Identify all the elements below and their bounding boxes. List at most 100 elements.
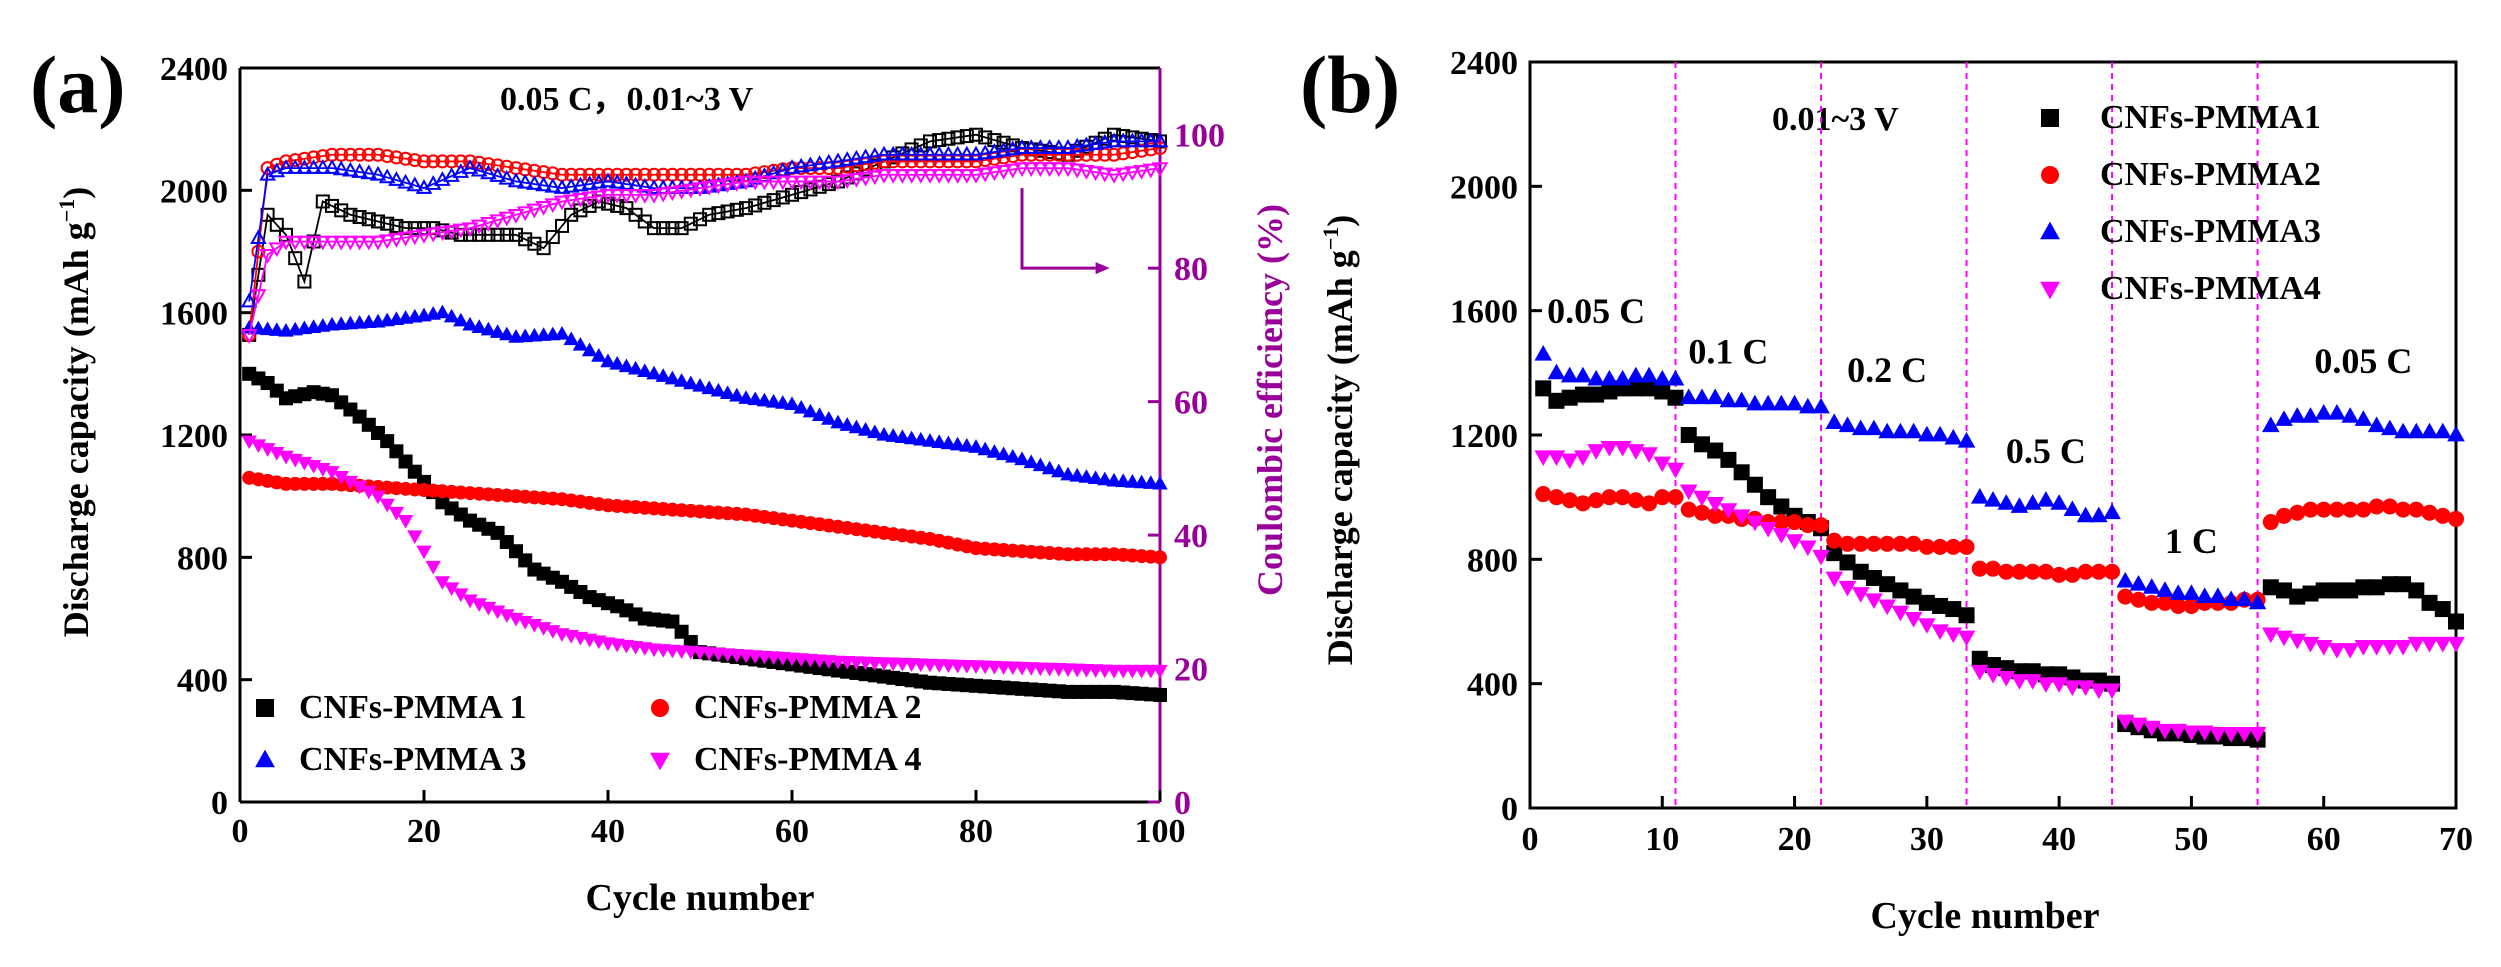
panel-a-efficiency-point xyxy=(240,292,258,308)
panel-a-efficiency-point xyxy=(921,145,939,161)
panel-a-capacity-point xyxy=(572,337,589,351)
panel-b-point xyxy=(1706,388,1724,405)
panel-b-point xyxy=(1574,366,1592,383)
panel-b-point xyxy=(2183,597,2200,614)
panel-b-point xyxy=(2368,498,2385,515)
panel-a-capacity-point xyxy=(434,304,451,319)
panel-b-point xyxy=(1587,369,1605,386)
panel-a-efficiency-point xyxy=(361,212,376,227)
panel-a-capacity-point xyxy=(811,407,828,422)
panel-a-efficiency-point xyxy=(297,274,312,289)
panel-b-point xyxy=(1535,486,1552,503)
panel-b-point xyxy=(1997,494,2016,510)
panel-b-point xyxy=(1773,514,1790,531)
panel-a-efficiency-point xyxy=(665,221,680,236)
panel-a-efficiency-point xyxy=(720,167,735,182)
panel-b-point xyxy=(2262,416,2280,433)
panel-a-label: (a) xyxy=(30,39,126,130)
panel-a-efficiency-point xyxy=(1114,132,1132,148)
panel-a-efficiency-point xyxy=(536,241,551,256)
panel-a-y-tick-label: 800 xyxy=(177,540,228,577)
panel-a-capacity-point xyxy=(646,365,662,380)
panel-a-capacity-point xyxy=(609,355,625,370)
panel-b-point xyxy=(2023,494,2042,510)
panel-a-capacity-point xyxy=(931,434,947,448)
panel-a-efficiency-point xyxy=(499,227,514,242)
panel-b-point xyxy=(1785,534,1804,550)
panel-a-legend-marker xyxy=(650,752,670,771)
panel-a-capacity-point xyxy=(1069,467,1085,482)
panel-a-capacity-point xyxy=(342,475,359,490)
panel-b-point xyxy=(1707,507,1724,524)
panel-b-point xyxy=(2315,582,2332,599)
panel-a-capacity-point xyxy=(1060,466,1076,481)
panel-b-point xyxy=(2090,563,2107,580)
panel-b-point xyxy=(2050,494,2068,510)
panel-a-x-tick-label: 80 xyxy=(959,813,993,850)
panel-a-efficiency-point xyxy=(1068,137,1086,153)
panel-b-y-tick-label: 2400 xyxy=(1450,45,1518,82)
panel-b-point xyxy=(2394,422,2412,439)
panel-a-efficiency-point xyxy=(472,227,487,242)
panel-b-point xyxy=(1693,490,1711,507)
panel-b-point xyxy=(2051,566,2068,583)
panel-b-point xyxy=(2090,683,2108,700)
panel-b-point xyxy=(2262,627,2280,644)
panel-a-capacity-point xyxy=(581,342,598,357)
panel-a-y-tick-label: 2400 xyxy=(160,51,228,88)
panel-a-capacity-point xyxy=(940,435,957,450)
panel-a-efficiency-point xyxy=(729,202,744,217)
panel-b-point xyxy=(1984,667,2002,684)
panel-b-point xyxy=(1865,419,1883,436)
panel-a-efficiency-point xyxy=(407,153,422,168)
panel-b-x-tick-label: 50 xyxy=(2174,821,2208,858)
panel-a-capacity-point xyxy=(1153,687,1167,702)
panel-b-point xyxy=(1627,366,1645,383)
panel-b-point xyxy=(2195,725,2214,742)
panel-b-point xyxy=(1732,391,1751,408)
panel-b-point xyxy=(2023,674,2042,690)
panel-b-point xyxy=(2063,680,2082,696)
panel-b-rate-label: 0.05 C xyxy=(2314,341,2412,381)
panel-b-point xyxy=(1667,389,1684,406)
panel-a-y-tick-label: 1200 xyxy=(160,418,228,455)
panel-a-efficiency-point xyxy=(250,229,267,244)
panel-b-legend-marker xyxy=(2040,221,2060,240)
panel-a-efficiency-point xyxy=(746,175,764,191)
panel-a-efficiency-point xyxy=(507,209,525,224)
panel-a-efficiency-point xyxy=(388,171,405,186)
panel-a-capacity-point xyxy=(379,498,395,513)
panel-a-efficiency-point xyxy=(480,217,497,232)
panel-b-point xyxy=(1772,394,1791,411)
panel-b-point xyxy=(1732,509,1751,526)
panel-b-legend-marker xyxy=(2041,166,2059,184)
panel-a-capacity-point xyxy=(269,446,285,461)
panel-b-y-tick-label: 2000 xyxy=(1450,169,1518,206)
panel-a-efficiency-point xyxy=(407,221,422,236)
panel-a-efficiency-point xyxy=(636,177,654,193)
panel-b-point xyxy=(1706,496,1724,513)
panel-a-efficiency-point xyxy=(1097,147,1112,162)
panel-a-efficiency-point xyxy=(693,212,707,227)
panel-a-efficiency-point xyxy=(720,204,735,219)
panel-a-efficiency-point xyxy=(1004,163,1022,179)
panel-a-efficiency-point xyxy=(903,145,920,161)
panel-b-point xyxy=(2010,497,2029,513)
panel-b-point xyxy=(2156,581,2174,597)
panel-a-efficiency-point xyxy=(369,235,387,251)
panel-a-efficiency-point xyxy=(765,175,782,191)
panel-a-efficiency-point xyxy=(251,244,266,259)
panel-a-x-tick-label: 0 xyxy=(232,813,249,850)
panel-b-point xyxy=(2275,630,2293,647)
panel-a-efficiency-point xyxy=(250,289,267,304)
panel-a-efficiency-point xyxy=(829,175,847,191)
panel-b-point xyxy=(1653,456,1672,473)
panel-b-point xyxy=(1879,535,1896,552)
panel-b-x-tick-label: 70 xyxy=(2439,821,2473,858)
panel-b-point xyxy=(2420,422,2439,439)
panel-a-efficiency-point xyxy=(654,187,672,203)
panel-a-efficiency-point xyxy=(480,164,497,180)
panel-b-point xyxy=(2381,498,2398,515)
panel-b-point xyxy=(1733,464,1750,481)
panel-a-efficiency-point xyxy=(351,235,368,251)
